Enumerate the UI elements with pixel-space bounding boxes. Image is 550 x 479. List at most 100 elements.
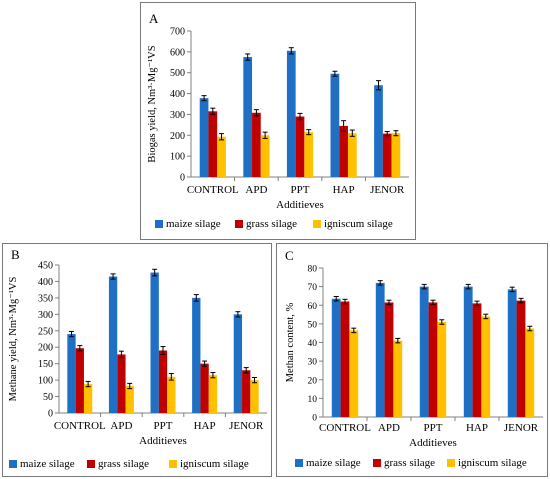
legend-label: maize silage — [306, 457, 361, 469]
bar — [481, 316, 491, 417]
legend-swatch — [87, 460, 95, 468]
chart-panel-a: A 0 100 200 300 400 500 600 700 CONTROL APD PPT HAP J… — [140, 2, 416, 240]
x-tick-label: JENOR — [504, 422, 539, 434]
x-tick-label: CONTROL — [319, 422, 371, 434]
bar — [117, 354, 126, 413]
bar — [384, 302, 394, 417]
bar — [243, 57, 253, 178]
y-tick-label: 600 — [170, 47, 185, 58]
x-axis-title: Additieves — [276, 199, 324, 211]
legend-label: igniscum silage — [180, 458, 249, 470]
x-tick-label: APD — [378, 422, 400, 434]
y-tick-label: 20 — [308, 376, 318, 386]
y-tick-label: 200 — [170, 131, 185, 142]
bar — [295, 116, 305, 177]
bar — [67, 334, 76, 413]
x-tick-label: JENOR — [229, 420, 264, 432]
x-tick-label: HAP — [333, 184, 355, 196]
bar — [339, 125, 348, 177]
bar — [304, 132, 314, 177]
y-tick-label: 100 — [38, 376, 53, 387]
y-tick-label: 100 — [170, 152, 185, 163]
legend-swatch — [447, 459, 455, 467]
bar — [330, 73, 340, 177]
bar — [208, 375, 218, 413]
bar — [349, 330, 359, 417]
chart-svg-c: C 0 10 20 30 40 50 60 70 80 CONTROL APD PPT HAP JENOR A… — [285, 248, 543, 469]
y-tick-label: 50 — [43, 392, 53, 403]
y-tick-label: 10 — [308, 395, 318, 405]
y-axis-title: Biogas yield, Nm³·Mg⁻¹VS — [147, 45, 158, 162]
y-tick-label: 50 — [308, 320, 318, 330]
bar — [192, 297, 201, 413]
legend-label: grass silage — [246, 218, 297, 230]
y-tick-label: 40 — [308, 339, 318, 349]
y-tick-label: 400 — [38, 277, 53, 288]
bar — [125, 386, 134, 413]
legend-label: maize silage — [20, 458, 75, 470]
y-tick-label: 60 — [308, 302, 318, 312]
bar — [217, 136, 226, 177]
legend-label: grass silage — [98, 458, 149, 470]
chart-svg-b: B 0 50 100 150 200 250 300 350 400 450 CONTROL APD PP… — [8, 247, 267, 470]
y-tick-label: 80 — [308, 265, 318, 275]
legend-label: igniscum silage — [324, 218, 393, 230]
bar — [340, 301, 350, 417]
y-axis-title: Methane yield, Nm³·Mg⁻¹VS — [8, 276, 19, 401]
bar — [108, 276, 118, 413]
x-tick-label: CONTROL — [187, 184, 239, 196]
x-tick-label: PPT — [291, 184, 310, 196]
chart-panel-b: B 0 50 100 150 200 250 300 350 400 450 CONTROL APD PP… — [2, 243, 272, 477]
bar — [233, 314, 243, 413]
bar — [250, 380, 259, 413]
y-tick-label: 500 — [170, 68, 185, 79]
x-tick-label: APD — [110, 420, 132, 432]
y-tick-label: 700 — [170, 27, 185, 38]
bar — [374, 85, 383, 177]
y-tick-label: 250 — [38, 326, 53, 337]
bar — [83, 384, 93, 413]
legend-swatch — [295, 459, 303, 467]
x-tick-label: JENOR — [370, 184, 405, 196]
bar — [158, 350, 168, 413]
bar — [199, 98, 209, 177]
legend-swatch — [9, 460, 17, 468]
legend-swatch — [313, 220, 321, 228]
bar — [393, 340, 403, 417]
y-tick-label: 300 — [170, 110, 185, 121]
bar — [260, 135, 270, 177]
legend-label: grass silage — [384, 457, 435, 469]
x-tick-label: APD — [245, 184, 267, 196]
bar — [516, 300, 526, 417]
bar — [347, 133, 357, 177]
legend-label: maize silage — [166, 218, 221, 230]
panel-label: B — [11, 247, 20, 262]
y-tick-label: 150 — [38, 359, 53, 370]
panel-label: A — [149, 11, 159, 26]
bar — [419, 286, 429, 417]
bar — [252, 112, 261, 177]
x-tick-label: HAP — [194, 420, 216, 432]
y-tick-label: 0 — [48, 409, 53, 420]
legend-label: igniscum silage — [458, 457, 527, 469]
legend-swatch — [373, 459, 381, 467]
chart-panel-c: C 0 10 20 30 40 50 60 70 80 CONTROL APD PPT HAP JENOR A… — [276, 243, 548, 477]
bar — [208, 111, 218, 177]
y-tick-label: 400 — [170, 89, 185, 100]
y-tick-label: 30 — [308, 358, 318, 368]
y-tick-label: 350 — [38, 293, 53, 304]
bar — [150, 272, 159, 413]
bar — [507, 289, 517, 417]
y-tick-label: 300 — [38, 310, 53, 321]
bar — [331, 298, 341, 417]
legend-swatch — [169, 460, 177, 468]
bar — [75, 348, 84, 413]
legend-swatch — [155, 220, 163, 228]
bar — [167, 376, 176, 413]
x-axis-title: Additieves — [139, 435, 187, 447]
x-tick-label: PPT — [424, 422, 443, 434]
bar — [525, 328, 535, 417]
bar — [286, 50, 296, 177]
y-axis-title: Methan content, % — [285, 302, 296, 382]
bar — [391, 133, 401, 177]
